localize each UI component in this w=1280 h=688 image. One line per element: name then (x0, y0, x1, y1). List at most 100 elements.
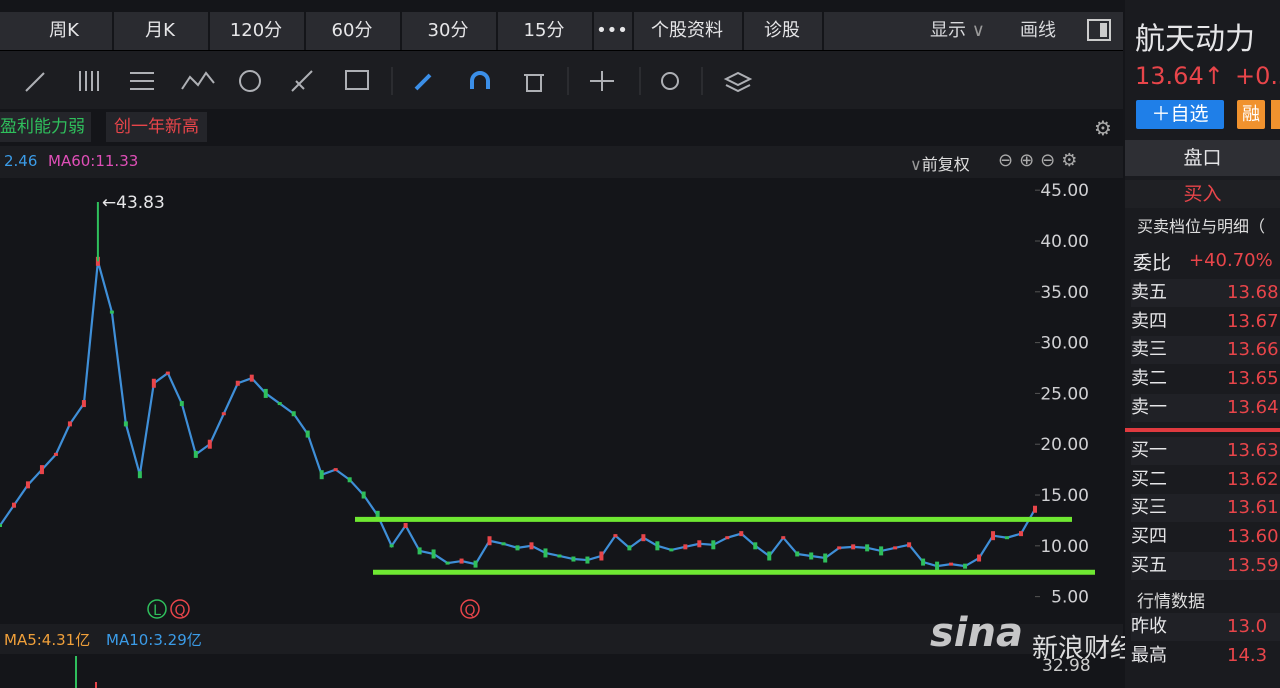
tab-label: 盘口 (1183, 147, 1222, 169)
candle (991, 531, 996, 541)
candle (39, 465, 44, 475)
candle (431, 549, 436, 559)
tab[interactable]: 月K (112, 12, 210, 50)
adjust[interactable]: ∨前复权 (910, 155, 970, 174)
tab[interactable]: 15分 (496, 12, 594, 50)
candle (585, 556, 590, 564)
tab[interactable]: 诊股 (742, 12, 824, 50)
y-tick-label: 35.00 (1040, 283, 1089, 303)
candle (375, 510, 380, 520)
level-label: 买三 (1131, 497, 1167, 519)
tab[interactable]: 120分 (208, 12, 306, 50)
vol-ma10: MA10:3.29亿 (106, 631, 202, 649)
level-label: 买一 (1131, 440, 1167, 461)
candle (179, 401, 184, 407)
candle (753, 542, 758, 550)
tool-icons (25, 67, 753, 95)
candle (473, 560, 478, 568)
tab[interactable]: ••• (592, 12, 634, 50)
event-marker[interactable] (170, 599, 190, 619)
tab[interactable]: 30分 (400, 12, 498, 50)
candle (557, 554, 562, 558)
candle (25, 481, 30, 489)
candle (235, 380, 240, 386)
candle (655, 541, 660, 551)
candle (963, 563, 968, 569)
quote-panel: 航天动力 13.64↑ +0.5 ＋自选 融 盘口 买入 买卖档位与明细（ 委比… (1125, 0, 1280, 688)
panel-toggle[interactable] (1087, 19, 1111, 41)
candle (361, 491, 366, 499)
level-label: 最高 (1131, 644, 1167, 666)
candle (249, 374, 254, 382)
tab[interactable]: 60分 (304, 12, 402, 50)
buy-tab[interactable]: 买入 (1125, 180, 1280, 208)
y-tick-label: 40.00 (1040, 232, 1089, 252)
level-price: 14.3 (1227, 644, 1268, 666)
price: 13.64↑ (1135, 62, 1224, 90)
candle (305, 430, 310, 438)
zoom-buttons[interactable]: ⊖⊕⊖⚙ (998, 150, 1084, 171)
toolbar: 周K 月K 120分 60分 30分 15分 ••• 个股资料 诊股 显示 ∨ 画线 (0, 12, 1123, 50)
level-price: 13.62 (1227, 468, 1279, 490)
candle (1005, 536, 1010, 540)
event-label: Q (174, 603, 185, 619)
level-label: 卖一 (1131, 396, 1167, 418)
y-tick-label: 20.00 (1040, 435, 1089, 455)
event-label: Q (464, 603, 475, 619)
candle (0, 524, 2, 528)
margin-badge: 融 (1237, 100, 1265, 129)
y-tick-label: 5.00 (1051, 588, 1089, 608)
display: 显示 (930, 20, 966, 41)
y-tick-label: 45.00 (1040, 181, 1089, 201)
event-marker[interactable] (147, 599, 167, 619)
y-tick-label: 10.00 (1040, 537, 1089, 557)
book-row: 卖三 13.66 (1131, 336, 1280, 365)
level-price: 13.59 (1227, 554, 1279, 576)
candle (1033, 505, 1037, 513)
candle (669, 548, 674, 552)
event-marker[interactable] (460, 599, 480, 619)
book-row: 昨收 13.0 (1131, 613, 1280, 641)
candle (837, 546, 842, 550)
tab[interactable]: 周K (16, 12, 114, 50)
level-price: 13.65 (1227, 368, 1279, 390)
candle (487, 536, 492, 546)
candle (11, 502, 16, 508)
change: +0.5 (1235, 62, 1280, 90)
level-label: 买二 (1131, 468, 1167, 490)
tag-high: 创一年新高 (106, 112, 207, 142)
tab[interactable]: 个股资料 (632, 12, 744, 50)
candle (683, 544, 688, 550)
candle (921, 558, 926, 566)
tag-weak: 盈利能力弱 (0, 112, 91, 142)
candle (347, 477, 352, 483)
level-price: 13.64 (1227, 396, 1279, 418)
level-price: 13.67 (1227, 310, 1279, 332)
level-label: 卖四 (1131, 310, 1167, 332)
display-menu[interactable]: 显示 ∨ (930, 20, 985, 41)
vol-ma5: MA5:4.31亿 (4, 631, 91, 649)
candle (221, 412, 226, 416)
level-price: 13.66 (1227, 339, 1279, 361)
candle (151, 378, 156, 388)
y-tick-label: 15.00 (1040, 486, 1089, 506)
y-tick-label: 30.00 (1040, 334, 1089, 354)
book-row: 卖四 13.67 (1131, 307, 1280, 336)
candle (823, 553, 828, 563)
candle (165, 371, 170, 375)
candle (137, 471, 142, 479)
candle (767, 551, 772, 561)
candle (67, 421, 72, 427)
draw-button[interactable]: 画线 (1020, 20, 1056, 41)
candle (907, 542, 912, 548)
candle (977, 554, 982, 562)
book-row: 卖一 13.64 (1131, 393, 1280, 422)
add-watch[interactable]: ＋自选 (1136, 100, 1224, 129)
ratio: +40.70% (1189, 250, 1273, 271)
settings-icon[interactable]: ⚙ (1094, 116, 1112, 140)
candle (879, 546, 884, 556)
level-label: 买四 (1131, 526, 1167, 548)
tab-pankou[interactable]: 盘口 (1125, 140, 1280, 176)
candle (613, 534, 618, 538)
